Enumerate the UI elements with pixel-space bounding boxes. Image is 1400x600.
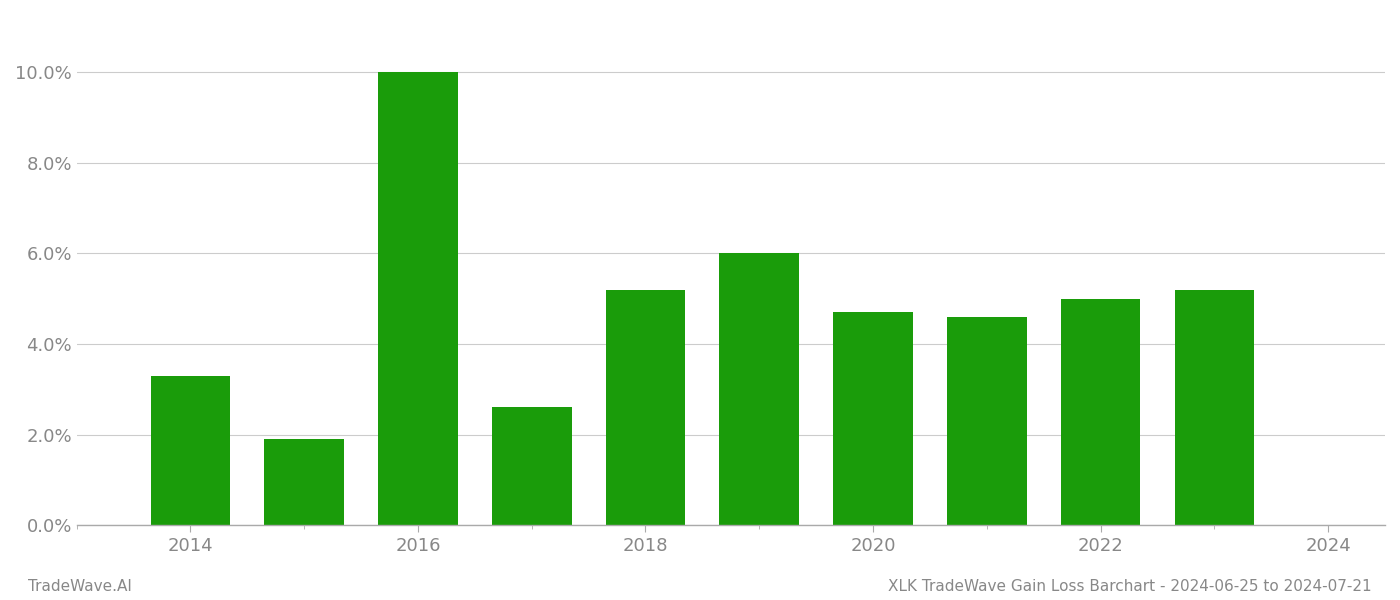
- Bar: [151, 376, 230, 525]
- Bar: [1175, 290, 1254, 525]
- Text: XLK TradeWave Gain Loss Barchart - 2024-06-25 to 2024-07-21: XLK TradeWave Gain Loss Barchart - 2024-…: [889, 579, 1372, 594]
- Bar: [491, 407, 571, 525]
- Bar: [946, 317, 1026, 525]
- Bar: [720, 253, 799, 525]
- Bar: [833, 313, 913, 525]
- Bar: [378, 72, 458, 525]
- Bar: [265, 439, 344, 525]
- Bar: [1061, 299, 1141, 525]
- Bar: [606, 290, 685, 525]
- Text: TradeWave.AI: TradeWave.AI: [28, 579, 132, 594]
